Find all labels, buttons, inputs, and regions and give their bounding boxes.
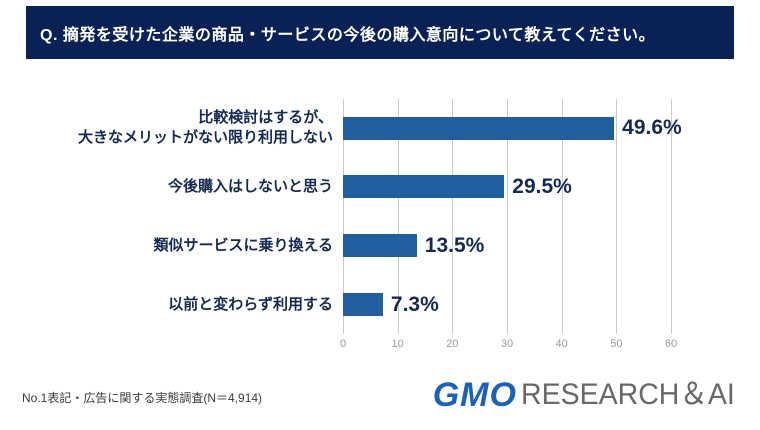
category-labels: 比較検討はするが、 大きなメリットがない限り利用しない今後購入はしないと思う類似… xyxy=(0,99,333,334)
bar-row: 13.5% xyxy=(343,217,671,276)
x-tick-label: 10 xyxy=(391,338,404,350)
x-tick-label: 50 xyxy=(610,338,623,350)
value-label: 13.5% xyxy=(424,233,485,257)
bar-row: 49.6% xyxy=(343,99,682,158)
gridline xyxy=(561,99,563,334)
bar xyxy=(343,234,417,257)
gridline xyxy=(616,99,618,334)
gmo-research-logo: GMO RESEARCH＆AI xyxy=(433,378,746,412)
plot-area: 49.6% 29.5% 13.5% 7.3% xyxy=(343,99,682,334)
logo-gmo-text: GMO xyxy=(432,376,517,414)
bar xyxy=(343,175,505,199)
gridline xyxy=(671,99,672,334)
bar-row: 7.3% xyxy=(343,275,671,334)
gridline xyxy=(397,99,399,334)
bar xyxy=(343,292,383,316)
category-label: 今後購入はしないと思う xyxy=(167,178,333,195)
source-note: No.1表記・広告に関する実態調査(N＝4,914) xyxy=(22,391,263,405)
x-tick-label: 0 xyxy=(339,338,347,350)
x-tick-label: 40 xyxy=(555,338,568,350)
category-label: 類似サービスに乗り換える xyxy=(153,236,333,254)
category-label: 比較検討はするが、 大きなメリットがない限り利用しない xyxy=(77,109,333,147)
x-tick-label: 60 xyxy=(664,338,678,350)
question-banner: Q. 摘発を受けた企業の商品・サービスの今後の購入意向について教えてください。 xyxy=(26,6,734,59)
category-label: 以前と変わらず利用する xyxy=(168,295,333,313)
value-label: 7.3% xyxy=(390,292,439,316)
value-label: 29.5% xyxy=(512,175,572,199)
question-text: Q. 摘発を受けた企業の商品・サービスの今後の購入意向について教えてください。 xyxy=(40,26,656,44)
gridline xyxy=(343,99,344,334)
x-tick-label: 20 xyxy=(446,338,459,350)
gridline xyxy=(507,99,508,334)
gridline xyxy=(452,99,454,334)
bar xyxy=(343,116,615,140)
x-axis-ticks: 0 10 20 30 40 50 60 xyxy=(339,338,677,352)
bar-row: 29.5% xyxy=(343,158,671,217)
value-label: 49.6% xyxy=(622,116,682,140)
x-tick-label: 30 xyxy=(500,338,514,350)
logo-research-text: RESEARCH＆AI xyxy=(520,378,735,411)
